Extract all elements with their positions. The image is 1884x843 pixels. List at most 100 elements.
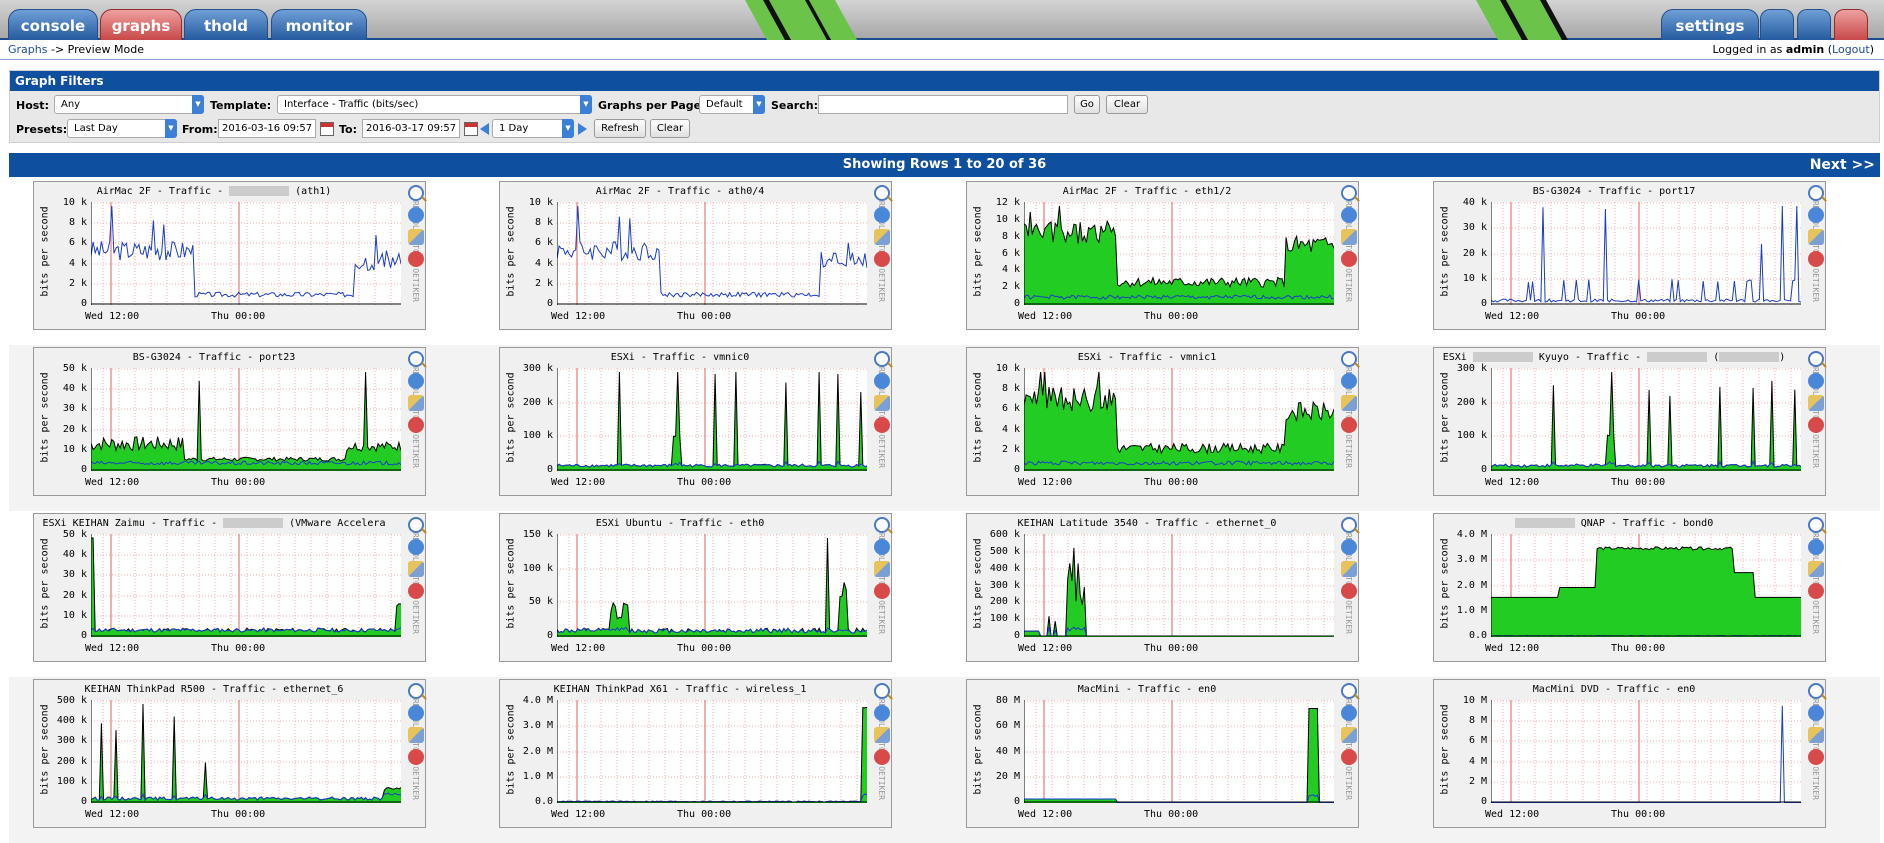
graph-properties-icon[interactable] (1341, 229, 1357, 245)
host-select[interactable]: Any ▼ (54, 95, 204, 114)
graph-image[interactable]: KEIHAN ThinkPad X61 - Traffic - wireless… (499, 679, 892, 828)
zoom-icon[interactable] (1808, 351, 1824, 367)
csv-export-icon[interactable] (1808, 705, 1824, 721)
refresh-button[interactable]: Refresh (594, 119, 646, 138)
presets-select[interactable]: Last Day ▼ (67, 119, 177, 138)
list-view-icon[interactable] (1797, 9, 1831, 40)
zoom-icon[interactable] (1808, 517, 1824, 533)
tab-monitor[interactable]: monitor (271, 9, 367, 40)
graph-image[interactable]: ESXi Ubuntu - Traffic - eth0 bits per sec… (499, 513, 892, 662)
graph-properties-icon[interactable] (1808, 395, 1824, 411)
csv-export-icon[interactable] (1808, 373, 1824, 389)
calendar-icon[interactable] (464, 122, 478, 136)
tab-thold[interactable]: thold (184, 9, 268, 40)
zoom-icon[interactable] (874, 351, 890, 367)
zoom-icon[interactable] (874, 517, 890, 533)
thold-icon[interactable] (874, 251, 890, 267)
csv-export-icon[interactable] (1341, 207, 1357, 223)
graph-image[interactable]: ESXi KEIHAN Zaimu - Traffic - (VMware Ac… (33, 513, 426, 662)
tab-graphs[interactable]: graphs (100, 9, 182, 40)
tab-settings[interactable]: settings (1661, 9, 1759, 40)
csv-export-icon[interactable] (1341, 539, 1357, 555)
graph-image[interactable]: ESXi - Traffic - vmnic1 bits per second RR… (966, 347, 1359, 496)
graph-image[interactable]: AirMac 2F - Traffic - ath0/4 bits per sec… (499, 181, 892, 330)
zoom-icon[interactable] (408, 185, 424, 201)
thold-icon[interactable] (874, 583, 890, 599)
graph-image[interactable]: QNAP - Traffic - bond0 bits per second RRD… (1433, 513, 1826, 662)
csv-export-icon[interactable] (874, 207, 890, 223)
csv-export-icon[interactable] (408, 705, 424, 721)
logout-link[interactable]: Logout (1832, 43, 1870, 56)
gpp-select[interactable]: Default ▼ (699, 95, 765, 114)
timespan-select[interactable]: 1 Day ▼ (492, 119, 574, 138)
graph-image[interactable]: AirMac 2F - Traffic - (ath1) bits per sec… (33, 181, 426, 330)
csv-export-icon[interactable] (1808, 207, 1824, 223)
graph-properties-icon[interactable] (874, 561, 890, 577)
graph-image[interactable]: ESXi - Traffic - vmnic0 bits per second RR… (499, 347, 892, 496)
graph-properties-icon[interactable] (408, 727, 424, 743)
csv-export-icon[interactable] (408, 373, 424, 389)
thold-icon[interactable] (1341, 417, 1357, 433)
zoom-icon[interactable] (874, 185, 890, 201)
breadcrumb-graphs-link[interactable]: Graphs (8, 43, 48, 56)
tree-view-icon[interactable] (1760, 9, 1794, 40)
zoom-icon[interactable] (874, 683, 890, 699)
template-select[interactable]: Interface - Traffic (bits/sec) ▼ (277, 95, 592, 114)
thold-icon[interactable] (408, 583, 424, 599)
csv-export-icon[interactable] (408, 207, 424, 223)
thold-icon[interactable] (874, 749, 890, 765)
zoom-icon[interactable] (1341, 517, 1357, 533)
csv-export-icon[interactable] (874, 373, 890, 389)
thold-icon[interactable] (1808, 583, 1824, 599)
graph-image[interactable]: BS-G3024 - Traffic - port23 bits per seco… (33, 347, 426, 496)
zoom-icon[interactable] (1808, 683, 1824, 699)
graph-image[interactable]: KEIHAN Latitude 3540 - Traffic - etherne… (966, 513, 1359, 662)
graph-properties-icon[interactable] (408, 561, 424, 577)
graph-properties-icon[interactable] (1341, 561, 1357, 577)
clear-button[interactable]: Clear (1106, 95, 1148, 114)
thold-icon[interactable] (1341, 583, 1357, 599)
graph-properties-icon[interactable] (1808, 727, 1824, 743)
thold-icon[interactable] (408, 749, 424, 765)
zoom-icon[interactable] (1808, 185, 1824, 201)
shift-right-icon[interactable] (578, 123, 587, 135)
graph-properties-icon[interactable] (1808, 229, 1824, 245)
graph-properties-icon[interactable] (1341, 727, 1357, 743)
csv-export-icon[interactable] (1341, 373, 1357, 389)
graph-properties-icon[interactable] (874, 395, 890, 411)
thold-icon[interactable] (408, 251, 424, 267)
calendar-icon[interactable] (320, 122, 334, 136)
zoom-icon[interactable] (408, 683, 424, 699)
csv-export-icon[interactable] (408, 539, 424, 555)
to-input[interactable]: 2016-03-17 09:57 (362, 119, 460, 138)
thold-icon[interactable] (408, 417, 424, 433)
graph-properties-icon[interactable] (874, 229, 890, 245)
graph-properties-icon[interactable] (874, 727, 890, 743)
search-input[interactable] (818, 95, 1068, 114)
csv-export-icon[interactable] (1808, 539, 1824, 555)
thold-icon[interactable] (1341, 749, 1357, 765)
tab-console[interactable]: console (8, 9, 98, 40)
thold-icon[interactable] (1808, 251, 1824, 267)
graph-properties-icon[interactable] (1808, 561, 1824, 577)
clear-time-button[interactable]: Clear (650, 119, 690, 138)
graph-image[interactable]: MacMini - Traffic - en0 bits per second RR… (966, 679, 1359, 828)
preview-view-icon[interactable] (1834, 9, 1868, 40)
go-button[interactable]: Go (1074, 95, 1100, 114)
thold-icon[interactable] (1808, 749, 1824, 765)
graph-image[interactable]: BS-G3024 - Traffic - port17 bits per seco… (1433, 181, 1826, 330)
next-page-link[interactable]: Next >> (1809, 157, 1875, 173)
thold-icon[interactable] (874, 417, 890, 433)
csv-export-icon[interactable] (874, 539, 890, 555)
zoom-icon[interactable] (1341, 351, 1357, 367)
from-input[interactable]: 2016-03-16 09:57 (218, 119, 316, 138)
graph-properties-icon[interactable] (408, 229, 424, 245)
graph-image[interactable]: KEIHAN ThinkPad R500 - Traffic - etherne… (33, 679, 426, 828)
csv-export-icon[interactable] (874, 705, 890, 721)
thold-icon[interactable] (1808, 417, 1824, 433)
zoom-icon[interactable] (1341, 683, 1357, 699)
graph-image[interactable]: ESXi Kyuyo - Traffic - () bits per second… (1433, 347, 1826, 496)
shift-left-icon[interactable] (480, 123, 489, 135)
zoom-icon[interactable] (408, 517, 424, 533)
thold-icon[interactable] (1341, 251, 1357, 267)
